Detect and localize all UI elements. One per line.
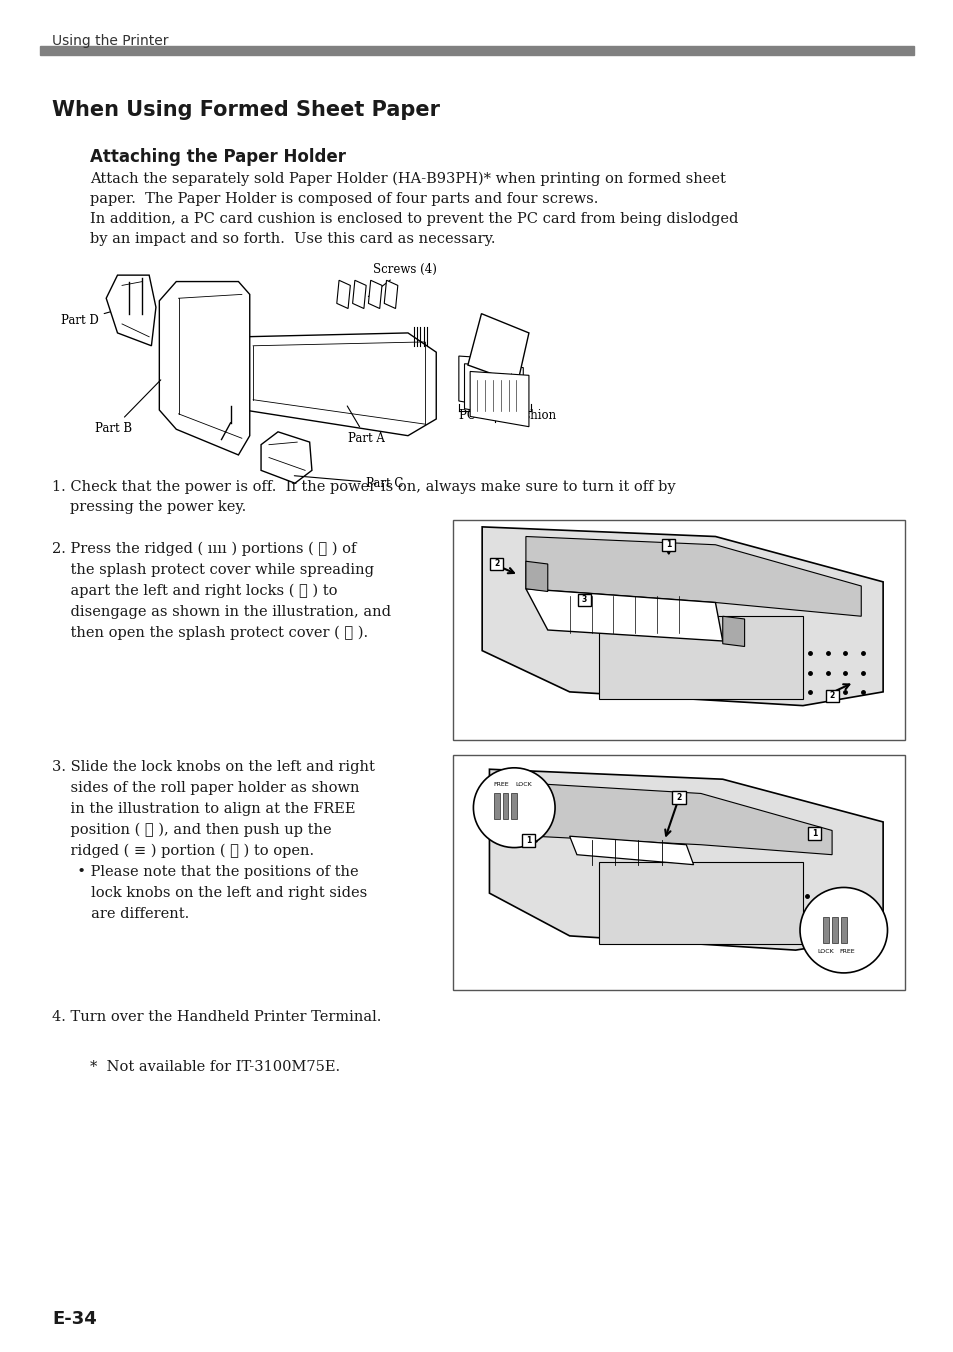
Text: LOCK: LOCK: [516, 783, 532, 787]
Text: • Please note that the positions of the: • Please note that the positions of the: [68, 865, 358, 879]
Text: Part D: Part D: [61, 312, 111, 327]
Text: the splash protect cover while spreading: the splash protect cover while spreading: [52, 562, 374, 577]
Text: Using the Printer: Using the Printer: [52, 34, 169, 49]
Text: In addition, a PC card cushion is enclosed to prevent the PC card from being dis: In addition, a PC card cushion is enclos…: [90, 212, 738, 226]
Polygon shape: [489, 769, 882, 950]
Text: Part A: Part A: [347, 406, 385, 445]
Text: LOCK: LOCK: [817, 949, 833, 955]
Bar: [807, 827, 821, 840]
Bar: [494, 794, 499, 819]
Text: 1: 1: [665, 541, 671, 549]
Text: by an impact and so forth.  Use this card as necessary.: by an impact and so forth. Use this card…: [90, 233, 495, 246]
Polygon shape: [336, 280, 350, 308]
Polygon shape: [470, 372, 528, 427]
Text: in the illustration to align at the FREE: in the illustration to align at the FREE: [52, 802, 355, 817]
Text: 1: 1: [526, 836, 531, 845]
Text: 2: 2: [494, 560, 498, 568]
Text: are different.: are different.: [68, 907, 189, 921]
Bar: [511, 794, 517, 819]
Text: sides of the roll paper holder as shown: sides of the roll paper holder as shown: [52, 781, 359, 795]
Text: pressing the power key.: pressing the power key.: [70, 500, 246, 514]
Polygon shape: [481, 527, 882, 706]
Circle shape: [800, 887, 886, 973]
Bar: [490, 558, 503, 571]
Text: 2. Press the ridged ( ıııı ) portions ( ① ) of: 2. Press the ridged ( ıııı ) portions ( …: [52, 542, 356, 557]
Text: disengage as shown in the illustration, and: disengage as shown in the illustration, …: [52, 604, 391, 619]
Bar: [453, 754, 904, 990]
Text: 2: 2: [828, 691, 834, 700]
Bar: [598, 861, 802, 945]
Bar: [453, 521, 904, 740]
Polygon shape: [525, 561, 547, 592]
Text: *  Not available for IT-3100M75E.: * Not available for IT-3100M75E.: [90, 1060, 340, 1073]
Bar: [578, 594, 590, 606]
Polygon shape: [106, 276, 155, 346]
Bar: [40, 46, 913, 55]
Bar: [840, 918, 846, 942]
Polygon shape: [384, 280, 397, 308]
Text: 4. Turn over the Handheld Printer Terminal.: 4. Turn over the Handheld Printer Termin…: [52, 1010, 381, 1023]
Bar: [831, 918, 837, 942]
Text: lock knobs on the left and right sides: lock knobs on the left and right sides: [68, 886, 367, 900]
Polygon shape: [244, 333, 436, 435]
Polygon shape: [458, 356, 517, 411]
Bar: [661, 538, 675, 550]
Text: Attach the separately sold Paper Holder (HA-B93PH)* when printing on formed shee: Attach the separately sold Paper Holder …: [90, 172, 725, 187]
Polygon shape: [467, 314, 528, 383]
Text: 2: 2: [676, 794, 680, 802]
Text: When Using Formed Sheet Paper: When Using Formed Sheet Paper: [52, 100, 439, 120]
Text: Attaching the Paper Holder: Attaching the Paper Holder: [90, 147, 346, 166]
Bar: [822, 918, 828, 942]
Text: E-34: E-34: [52, 1310, 96, 1328]
Bar: [502, 794, 508, 819]
Circle shape: [473, 768, 555, 848]
Polygon shape: [525, 537, 861, 617]
Polygon shape: [368, 280, 381, 308]
Text: ridged ( ≡ ) portion ( ② ) to open.: ridged ( ≡ ) portion ( ② ) to open.: [52, 844, 314, 859]
Polygon shape: [353, 280, 366, 308]
Text: 1: 1: [811, 829, 817, 838]
Bar: [598, 617, 802, 699]
Text: 1. Check that the power is off.  If the power is on, always make sure to turn it: 1. Check that the power is off. If the p…: [52, 480, 675, 493]
Polygon shape: [525, 588, 722, 641]
Text: FREE: FREE: [494, 783, 509, 787]
Text: Part B: Part B: [94, 380, 161, 435]
Text: apart the left and right locks ( ② ) to: apart the left and right locks ( ② ) to: [52, 584, 337, 599]
Text: position ( ② ), and then push up the: position ( ② ), and then push up the: [52, 823, 332, 837]
Text: then open the splash protect cover ( ③ ).: then open the splash protect cover ( ③ )…: [52, 626, 368, 641]
Text: Screws (4): Screws (4): [368, 262, 436, 296]
Text: Part C: Part C: [294, 476, 403, 489]
Polygon shape: [722, 617, 744, 646]
Polygon shape: [159, 281, 250, 454]
Polygon shape: [569, 836, 693, 865]
Text: paper.  The Paper Holder is composed of four parts and four screws.: paper. The Paper Holder is composed of f…: [90, 192, 598, 206]
Polygon shape: [533, 784, 831, 854]
Polygon shape: [464, 364, 523, 419]
Text: 3. Slide the lock knobs on the left and right: 3. Slide the lock knobs on the left and …: [52, 760, 375, 773]
Bar: [521, 834, 535, 846]
Bar: [824, 690, 838, 702]
Text: FREE: FREE: [839, 949, 854, 955]
Text: PC card cushion: PC card cushion: [458, 410, 556, 422]
Bar: [672, 791, 685, 804]
Text: 3: 3: [581, 595, 586, 604]
Polygon shape: [261, 431, 312, 483]
